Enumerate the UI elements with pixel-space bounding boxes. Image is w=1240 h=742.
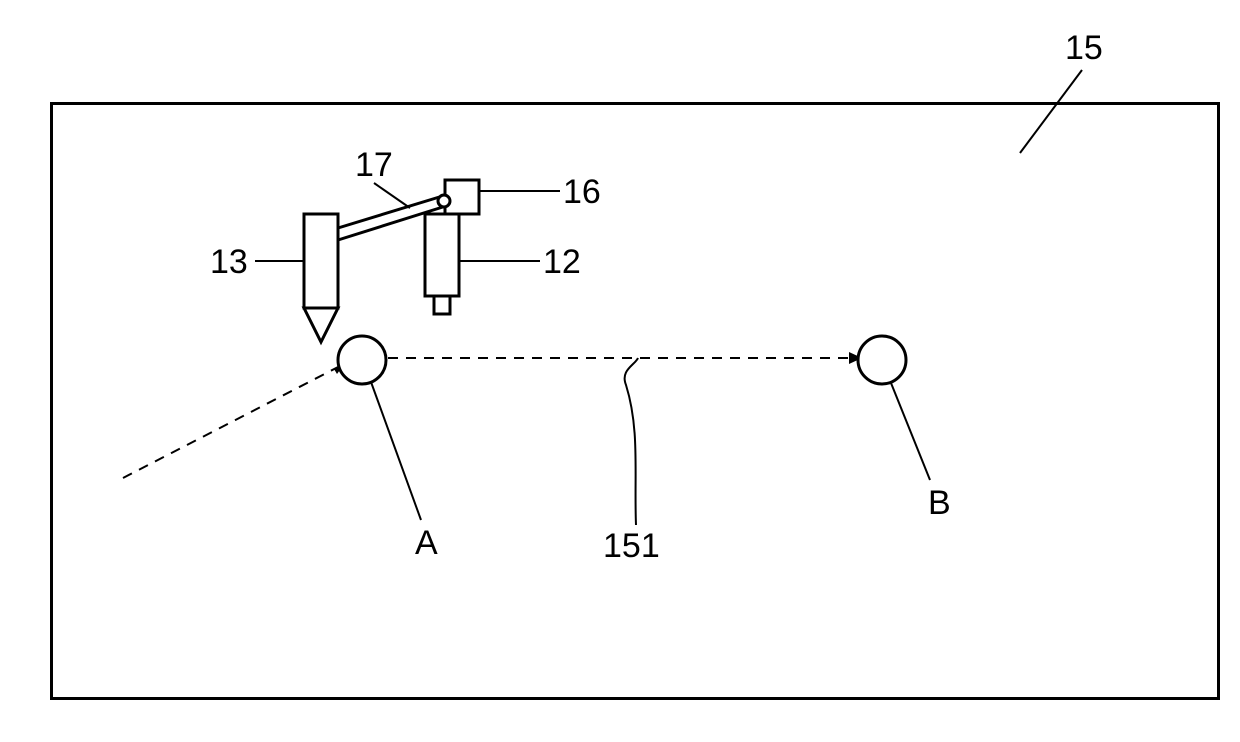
- diagram-canvas: 15 17 16 13 12 A B 151: [0, 0, 1240, 742]
- label-17: 17: [355, 146, 393, 185]
- label-15: 15: [1065, 29, 1103, 68]
- outer-frame: [50, 102, 1220, 700]
- label-13: 13: [210, 243, 248, 282]
- label-16: 16: [563, 173, 601, 212]
- label-12: 12: [543, 243, 581, 282]
- label-A: A: [415, 524, 438, 563]
- label-151: 151: [603, 527, 660, 566]
- label-B: B: [928, 484, 951, 523]
